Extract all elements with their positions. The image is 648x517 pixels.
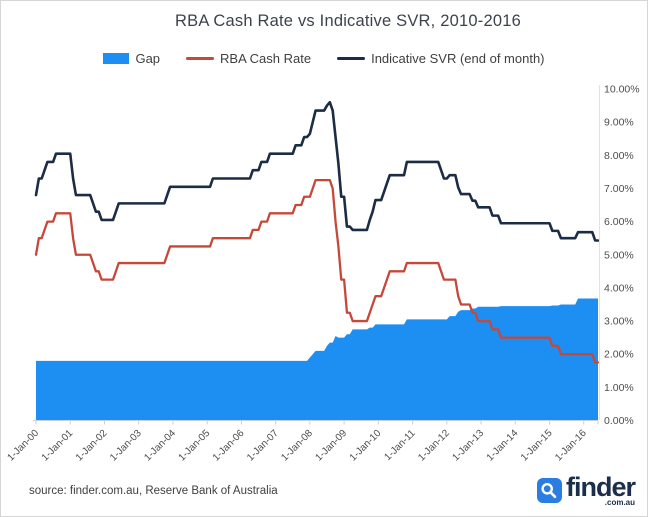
x-tick-label: 1-Jan-15 <box>519 428 555 464</box>
chart-legend: Gap RBA Cash Rate Indicative SVR (end of… <box>1 51 647 66</box>
logo-suffix-text: .com.au <box>604 498 635 507</box>
x-tick-label: 1-Jan-10 <box>348 428 384 464</box>
y-tick-label: 4.00% <box>604 282 634 294</box>
legend-item-cash-rate: RBA Cash Rate <box>186 51 311 66</box>
x-tick-label: 1-Jan-00 <box>5 428 41 464</box>
chart-title: RBA Cash Rate vs Indicative SVR, 2010-20… <box>175 12 521 30</box>
y-tick-label: 1.00% <box>604 382 634 394</box>
x-tick-label: 1-Jan-11 <box>383 428 418 463</box>
logo-brand-text: finder <box>565 472 636 502</box>
x-tick-label: 1-Jan-08 <box>279 428 315 464</box>
svr-line <box>34 100 600 242</box>
y-tick-label: 6.00% <box>604 216 634 228</box>
y-tick-label: 8.00% <box>604 150 634 162</box>
cash-rate-line <box>34 179 600 364</box>
finder-logo[interactable]: finder .com.au <box>536 472 636 507</box>
source-note: source: finder.com.au, Reserve Bank of A… <box>29 485 278 497</box>
y-tick-label: 9.00% <box>604 117 634 129</box>
legend-item-svr: Indicative SVR (end of month) <box>337 51 545 66</box>
cash-rate-line-swatch <box>186 57 215 60</box>
x-tick-label: 1-Jan-12 <box>416 428 452 464</box>
legend-label-cash-rate: RBA Cash Rate <box>220 51 312 66</box>
x-tick-label: 1-Jan-01 <box>40 428 76 464</box>
x-tick-label: 1-Jan-04 <box>142 428 178 464</box>
y-tick-label: 5.00% <box>604 249 634 261</box>
legend-label-svr: Indicative SVR (end of month) <box>371 51 545 66</box>
x-tick-label: 1-Jan-14 <box>485 428 521 464</box>
x-tick-label: 1-Jan-13 <box>450 428 486 464</box>
logo-wordmark: finder .com.au <box>565 472 636 507</box>
legend-item-gap: Gap <box>103 51 160 66</box>
y-tick-label: 2.00% <box>604 349 634 361</box>
x-tick-label: 1-Jan-09 <box>314 428 350 464</box>
x-tick-label: 1-Jan-03 <box>108 428 144 464</box>
svr-line-swatch <box>337 57 366 60</box>
gap-area-swatch <box>103 53 130 64</box>
magnifier-icon <box>536 478 562 503</box>
x-tick-label: 1-Jan-07 <box>245 428 281 464</box>
y-tick-label: 3.00% <box>604 316 634 328</box>
y-tick-label: 10.00% <box>604 84 640 96</box>
y-tick-label: 0.00% <box>604 415 634 427</box>
gap-area <box>36 298 598 421</box>
x-tick-label: 1-Jan-06 <box>211 428 247 464</box>
x-tick-label: 1-Jan-16 <box>553 428 589 464</box>
x-tick-label: 1-Jan-02 <box>74 428 110 464</box>
y-tick-label: 7.00% <box>604 183 634 195</box>
x-tick-label: 1-Jan-05 <box>177 428 213 464</box>
legend-label-gap: Gap <box>135 51 161 66</box>
